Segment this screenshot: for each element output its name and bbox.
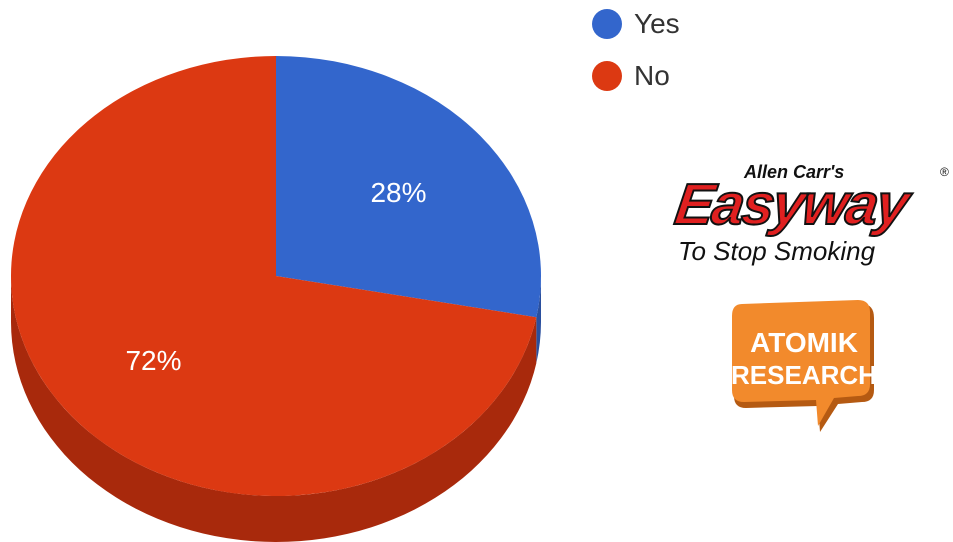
atomik-research-logo: ATOMIK RESEARCH bbox=[731, 300, 877, 432]
pie-slice-no bbox=[10, 56, 537, 496]
legend-swatch-no bbox=[592, 61, 622, 91]
pie-label-no: 72% bbox=[125, 345, 181, 376]
easyway-logo-sub-text: To Stop Smoking bbox=[678, 236, 876, 266]
legend: Yes No bbox=[592, 6, 680, 110]
easyway-logo-registered: ® bbox=[940, 165, 949, 179]
atomik-logo-line2: RESEARCH bbox=[731, 360, 877, 390]
legend-swatch-yes bbox=[592, 9, 622, 39]
legend-item-yes: Yes bbox=[592, 6, 680, 42]
legend-item-no: No bbox=[592, 58, 680, 94]
atomik-logo-bubble bbox=[732, 300, 870, 426]
easyway-logo: Allen Carr's ® Easyway To Stop Smoking bbox=[670, 162, 949, 266]
legend-label-yes: Yes bbox=[634, 8, 680, 39]
pie-side-no bbox=[11, 276, 537, 542]
easyway-logo-main-text: Easyway bbox=[671, 172, 916, 237]
pie-slice-yes bbox=[276, 56, 541, 318]
easyway-logo-top-text: Allen Carr's bbox=[743, 162, 844, 182]
atomik-logo-line1: ATOMIK bbox=[750, 327, 858, 358]
legend-label-no: No bbox=[634, 60, 670, 91]
pie-side-yes bbox=[536, 276, 541, 364]
pie-label-yes: 28% bbox=[370, 177, 426, 208]
